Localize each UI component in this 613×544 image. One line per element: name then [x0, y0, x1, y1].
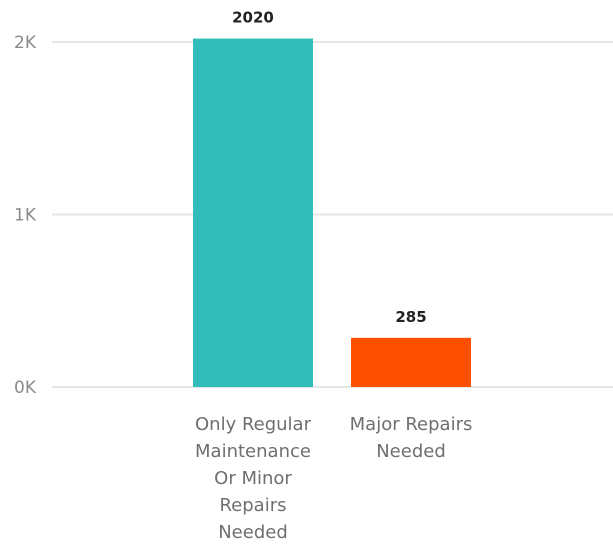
- category-label-line: Needed: [218, 522, 288, 543]
- category-labels: Only Regular Maintenance Or Minor Repairs Ne…: [195, 414, 472, 543]
- category-label-line: Or Minor: [214, 468, 292, 489]
- bar-1[interactable]: [351, 337, 471, 387]
- gridlines: [52, 41, 613, 388]
- bar-0[interactable]: [193, 38, 313, 388]
- category-label-0: Only Regular Maintenance Or Minor Repairs Ne…: [195, 414, 312, 543]
- category-label-line: Needed: [376, 441, 446, 462]
- y-axis-ticks: 0K 1K 2K: [14, 33, 37, 398]
- y-tick-label-1k: 1K: [14, 206, 37, 226]
- bars: [193, 38, 471, 388]
- y-tick-label-2k: 2K: [14, 33, 37, 53]
- y-tick-label-0k: 0K: [14, 378, 37, 398]
- category-label-line: Only Regular: [195, 414, 312, 435]
- category-label-line: Major Repairs: [350, 414, 473, 435]
- data-label-0: 2020: [232, 9, 274, 27]
- data-label-1: 285: [395, 308, 426, 326]
- category-label-line: Repairs: [219, 495, 286, 516]
- data-labels: 2020 285: [232, 9, 427, 326]
- category-label-line: Maintenance: [195, 441, 311, 462]
- category-label-1: Major Repairs Needed: [350, 414, 473, 462]
